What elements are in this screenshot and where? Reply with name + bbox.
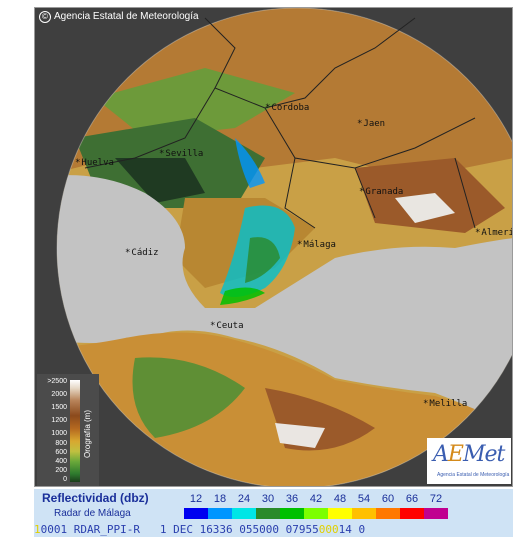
- scale-label: 600: [55, 449, 67, 456]
- scale-label: 2000: [51, 391, 67, 398]
- legend-tick: 66: [405, 493, 419, 505]
- orography-color-bar: [70, 380, 80, 482]
- city-almeria: *Almería: [475, 228, 512, 238]
- legend-tick: 48: [333, 493, 347, 505]
- legend-tick: 18: [213, 493, 227, 505]
- legend-tick: 30: [261, 493, 275, 505]
- legend-subtitle: Radar de Málaga: [54, 508, 131, 519]
- info-prefix: 1: [34, 523, 41, 536]
- city-huelva: *Huelva: [75, 158, 114, 168]
- orography-title: Orografía (m): [83, 409, 92, 458]
- scale-label: 1000: [51, 430, 67, 437]
- info-suffix: 000: [318, 523, 339, 536]
- city-granada: *Granada: [359, 187, 404, 197]
- legend-swatch: [424, 508, 448, 519]
- aemet-logo: AEMet Agencia Estatal de Meteorología: [427, 438, 511, 484]
- radar-coverage: [57, 8, 512, 486]
- city-ceuta: *Ceuta: [210, 321, 244, 331]
- scale-label: 1500: [51, 404, 67, 411]
- city-cadiz: *Cádiz: [125, 248, 159, 258]
- legend-tick: 60: [381, 493, 395, 505]
- legend-swatch: [376, 508, 400, 519]
- info-text: 0001 RDAR_PPI-R 1 DEC 16336 055000 07955: [40, 523, 319, 536]
- legend-tick: 54: [357, 493, 371, 505]
- legend-swatch: [232, 508, 256, 519]
- legend-swatch: [256, 508, 280, 519]
- legend-tick: 42: [309, 493, 323, 505]
- city-malaga: *Málaga: [297, 240, 336, 250]
- legend-tick: 24: [237, 493, 251, 505]
- legend-swatch: [400, 508, 424, 519]
- map-credit: © Agencia Estatal de Meteorología: [39, 11, 199, 23]
- legend-swatch: [208, 508, 232, 519]
- orography-scale: >2500 2000 1500 1200 1000 800 600 400 20…: [37, 374, 99, 486]
- product-info-line: 10001 RDAR_PPI-R 1 DEC 16336 055000 0795…: [34, 523, 513, 537]
- scale-label: 200: [55, 467, 67, 474]
- legend-swatch: [184, 508, 208, 519]
- legend-swatch: [352, 508, 376, 519]
- legend-swatch: [280, 508, 304, 519]
- city-sevilla: *Sevilla: [159, 149, 204, 159]
- reflectivity-legend: Reflectividad (dbz) Radar de Málaga 12 18…: [34, 489, 513, 523]
- scale-label: 400: [55, 458, 67, 465]
- radar-map: © Agencia Estatal de Meteorología *Cordob…: [34, 7, 513, 487]
- copyright-icon: ©: [39, 11, 51, 23]
- info-tail: 14 0: [338, 523, 366, 536]
- scale-label: >2500: [47, 378, 67, 385]
- city-jaen: *Jaen: [357, 119, 386, 129]
- legend-tick: 36: [285, 493, 299, 505]
- scale-label: 800: [55, 440, 67, 447]
- city-melilla: *Melilla: [423, 399, 468, 409]
- map-canvas: [35, 8, 512, 486]
- scale-label: 1200: [51, 417, 67, 424]
- legend-title: Reflectividad (dbz): [42, 491, 149, 505]
- legend-tick: 12: [189, 493, 203, 505]
- city-cordoba: *Cordoba: [265, 103, 310, 113]
- legend-tick: 72: [429, 493, 443, 505]
- legend-swatch: [328, 508, 352, 519]
- credit-text: Agencia Estatal de Meteorología: [54, 11, 199, 22]
- scale-label: 0: [63, 476, 67, 483]
- legend-swatch: [304, 508, 328, 519]
